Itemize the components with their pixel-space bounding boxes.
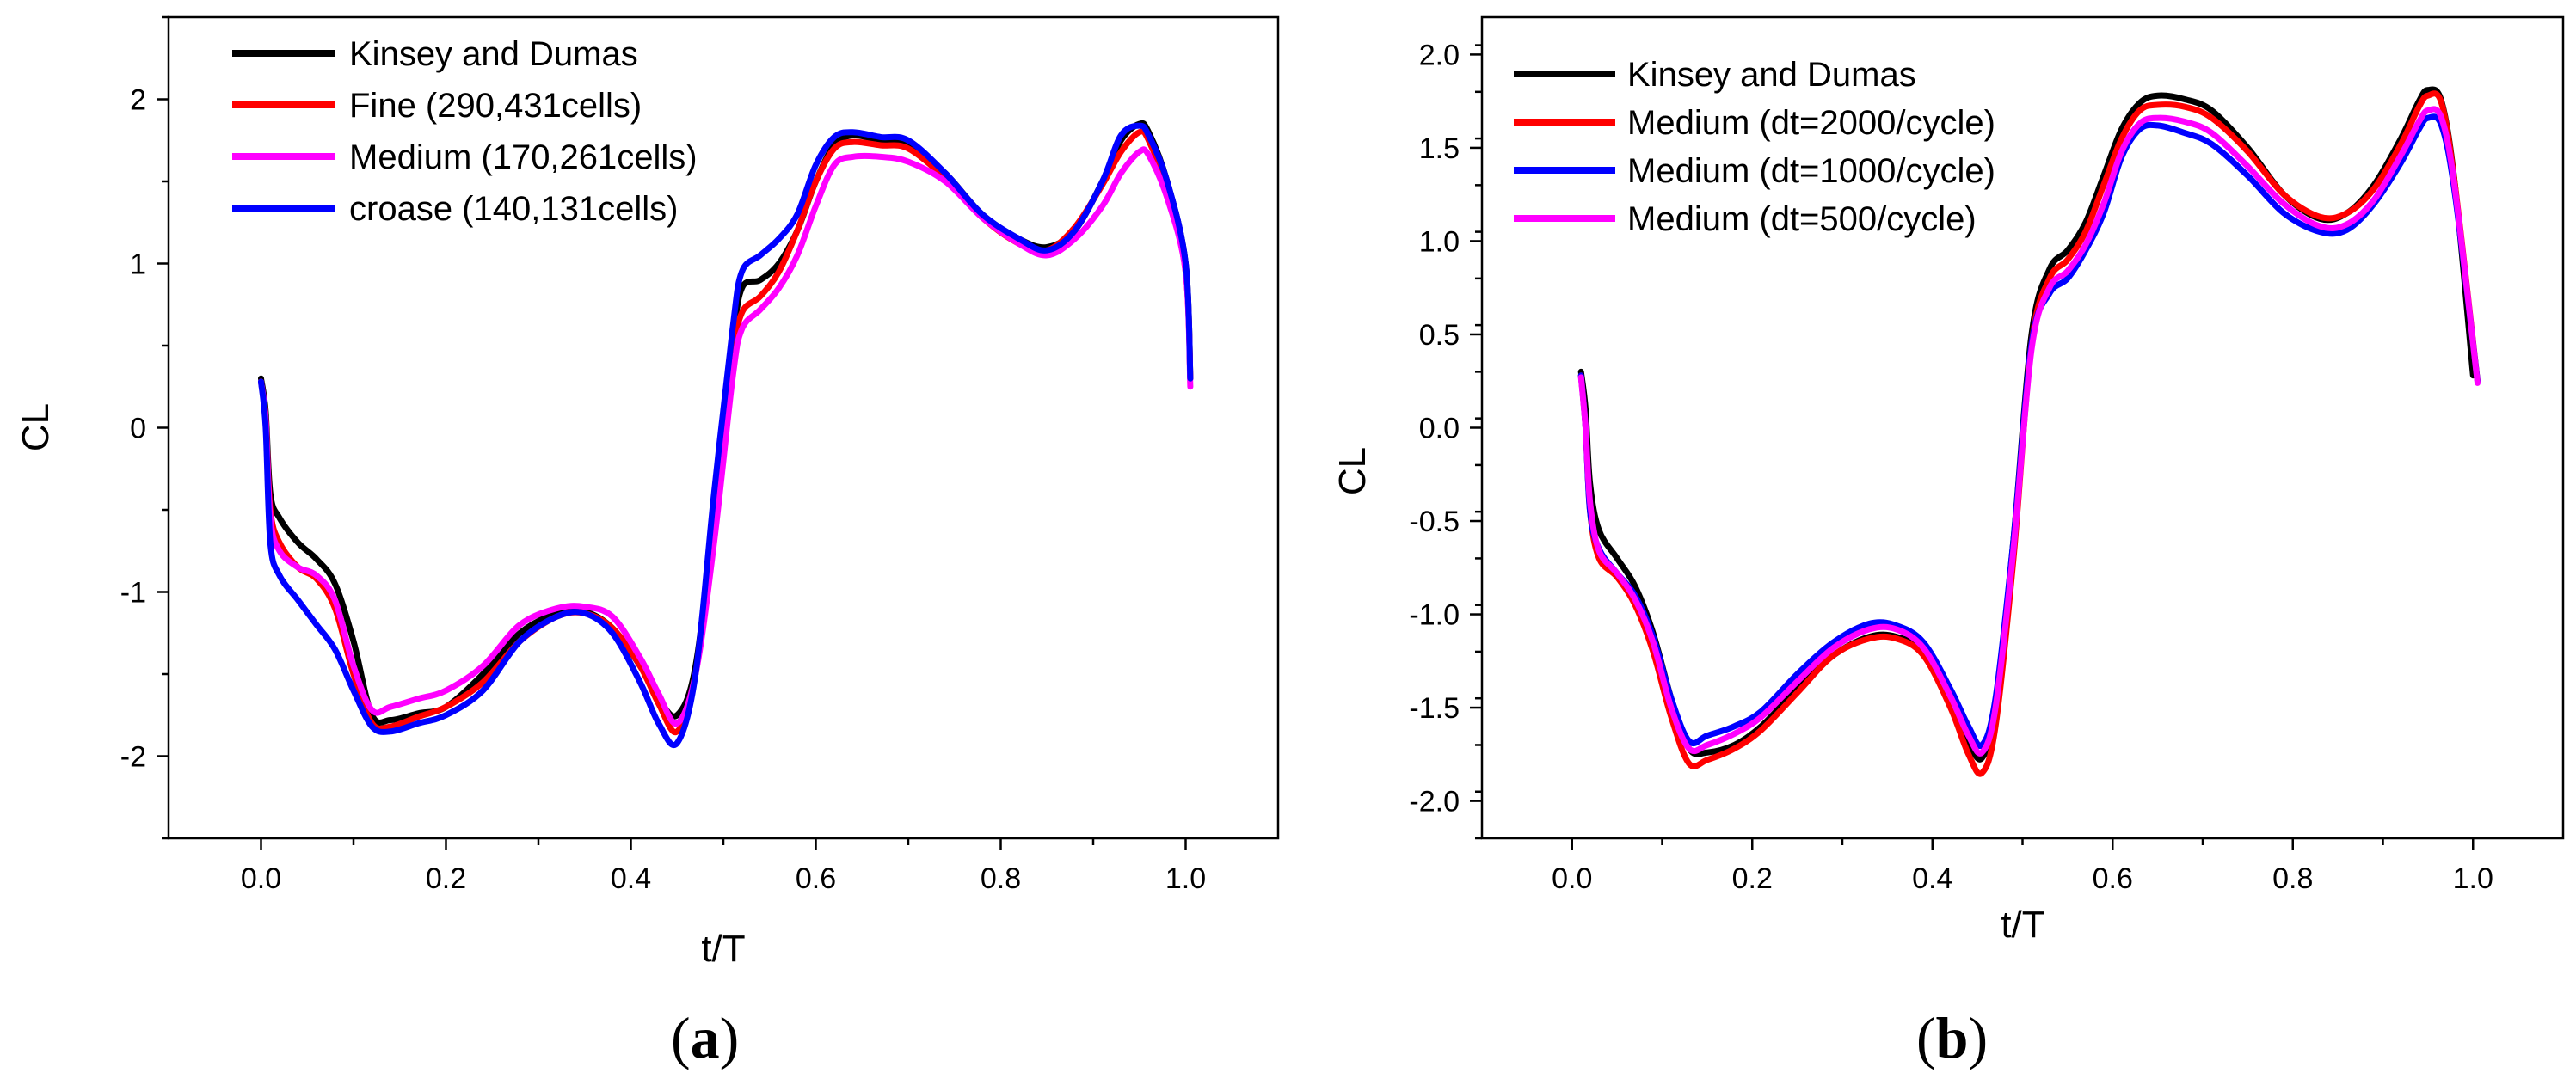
series-group-b	[1577, 86, 2481, 777]
legend-label-a-2: Medium (170,261cells)	[349, 138, 698, 176]
ticks-b: 0.0 0.2 0.4 0.6 0.8 1.0 2.0 1.5 1.0 0.5 0.0 -0.5 -1.…	[1409, 39, 2493, 895]
x-tick-label-b: 0.0	[1552, 862, 1592, 895]
x-tick-label-a: 0.2	[426, 862, 466, 895]
x-tick-label-a: 1.0	[1165, 862, 1206, 895]
x-tick-label-a: 0.6	[796, 862, 836, 895]
x-tick-label-b: 1.0	[2453, 862, 2493, 895]
panel-b: 0.0 0.2 0.4 0.6 0.8 1.0 2.0 1.5 1.0 0.5 0.0 -0.5 -1.…	[1331, 15, 2565, 1070]
legend-label-b-3: Medium (dt=500/cycle)	[1627, 200, 1977, 238]
x-axis-title-b: t/T	[2001, 904, 2044, 946]
x-tick-label-a: 0.8	[981, 862, 1021, 895]
y-tick-label-a: -2	[120, 741, 146, 774]
x-tick-label-b: 0.4	[1912, 862, 1952, 895]
series-line-a-2	[258, 146, 1194, 727]
y-axis-title-a: CL	[15, 403, 57, 451]
x-tick-label-b: 0.2	[1732, 862, 1773, 895]
y-tick-label-a: -1	[120, 577, 146, 610]
series-line-b-3	[1577, 106, 2481, 757]
legend-b: Kinsey and Dumas Medium (dt=2000/cycle) Me…	[1514, 56, 1995, 238]
y-tick-label-a: 2	[130, 84, 146, 117]
y-tick-label-a: 0	[130, 413, 146, 445]
y-tick-label-b: 1.5	[1419, 132, 1460, 165]
y-axis-title-b: CL	[1331, 447, 1374, 495]
x-tick-label-b: 0.6	[2093, 862, 2133, 895]
legend-label-b-1: Medium (dt=2000/cycle)	[1627, 104, 1995, 142]
x-tick-label-a: 0.4	[611, 862, 651, 895]
y-tick-label-b: 2.0	[1419, 39, 1460, 71]
legend-a: Kinsey and Dumas Fine (290,431cells) Mediu…	[232, 35, 698, 228]
y-tick-label-b: -1.0	[1409, 599, 1460, 632]
legend-label-a-3: croase (140,131cells)	[349, 190, 678, 228]
legend-label-a-1: Fine (290,431cells)	[349, 87, 642, 125]
y-tick-label-b: 0.0	[1419, 413, 1460, 445]
panel-label-a: (a)	[671, 1005, 739, 1070]
y-tick-label-b: -1.5	[1409, 692, 1460, 725]
y-tick-label-a: 1	[130, 248, 146, 281]
panel-a: 0.0 0.2 0.4 0.6 0.8 1.0 2 1 0 -1 -2 Kinsey and Dum…	[15, 15, 1280, 1070]
y-tick-label-b: -2.0	[1409, 786, 1460, 819]
x-axis-title-a: t/T	[701, 928, 745, 970]
y-tick-label-b: 1.0	[1419, 225, 1460, 258]
series-line-a-3	[258, 122, 1194, 748]
legend-label-b-2: Medium (dt=1000/cycle)	[1627, 152, 1995, 190]
ticks-a: 0.0 0.2 0.4 0.6 0.8 1.0 2 1 0 -1 -2	[120, 15, 1206, 895]
series-group-a	[258, 120, 1194, 748]
y-tick-label-b: 0.5	[1419, 319, 1460, 352]
panel-label-b: (b)	[1916, 1005, 1988, 1070]
legend-label-b-0: Kinsey and Dumas	[1627, 56, 1916, 94]
x-tick-label-b: 0.8	[2272, 862, 2313, 895]
legend-label-a-0: Kinsey and Dumas	[349, 35, 638, 73]
x-tick-label-a: 0.0	[241, 862, 281, 895]
y-tick-label-b: -0.5	[1409, 506, 1460, 538]
series-line-b-1	[1577, 90, 2481, 777]
